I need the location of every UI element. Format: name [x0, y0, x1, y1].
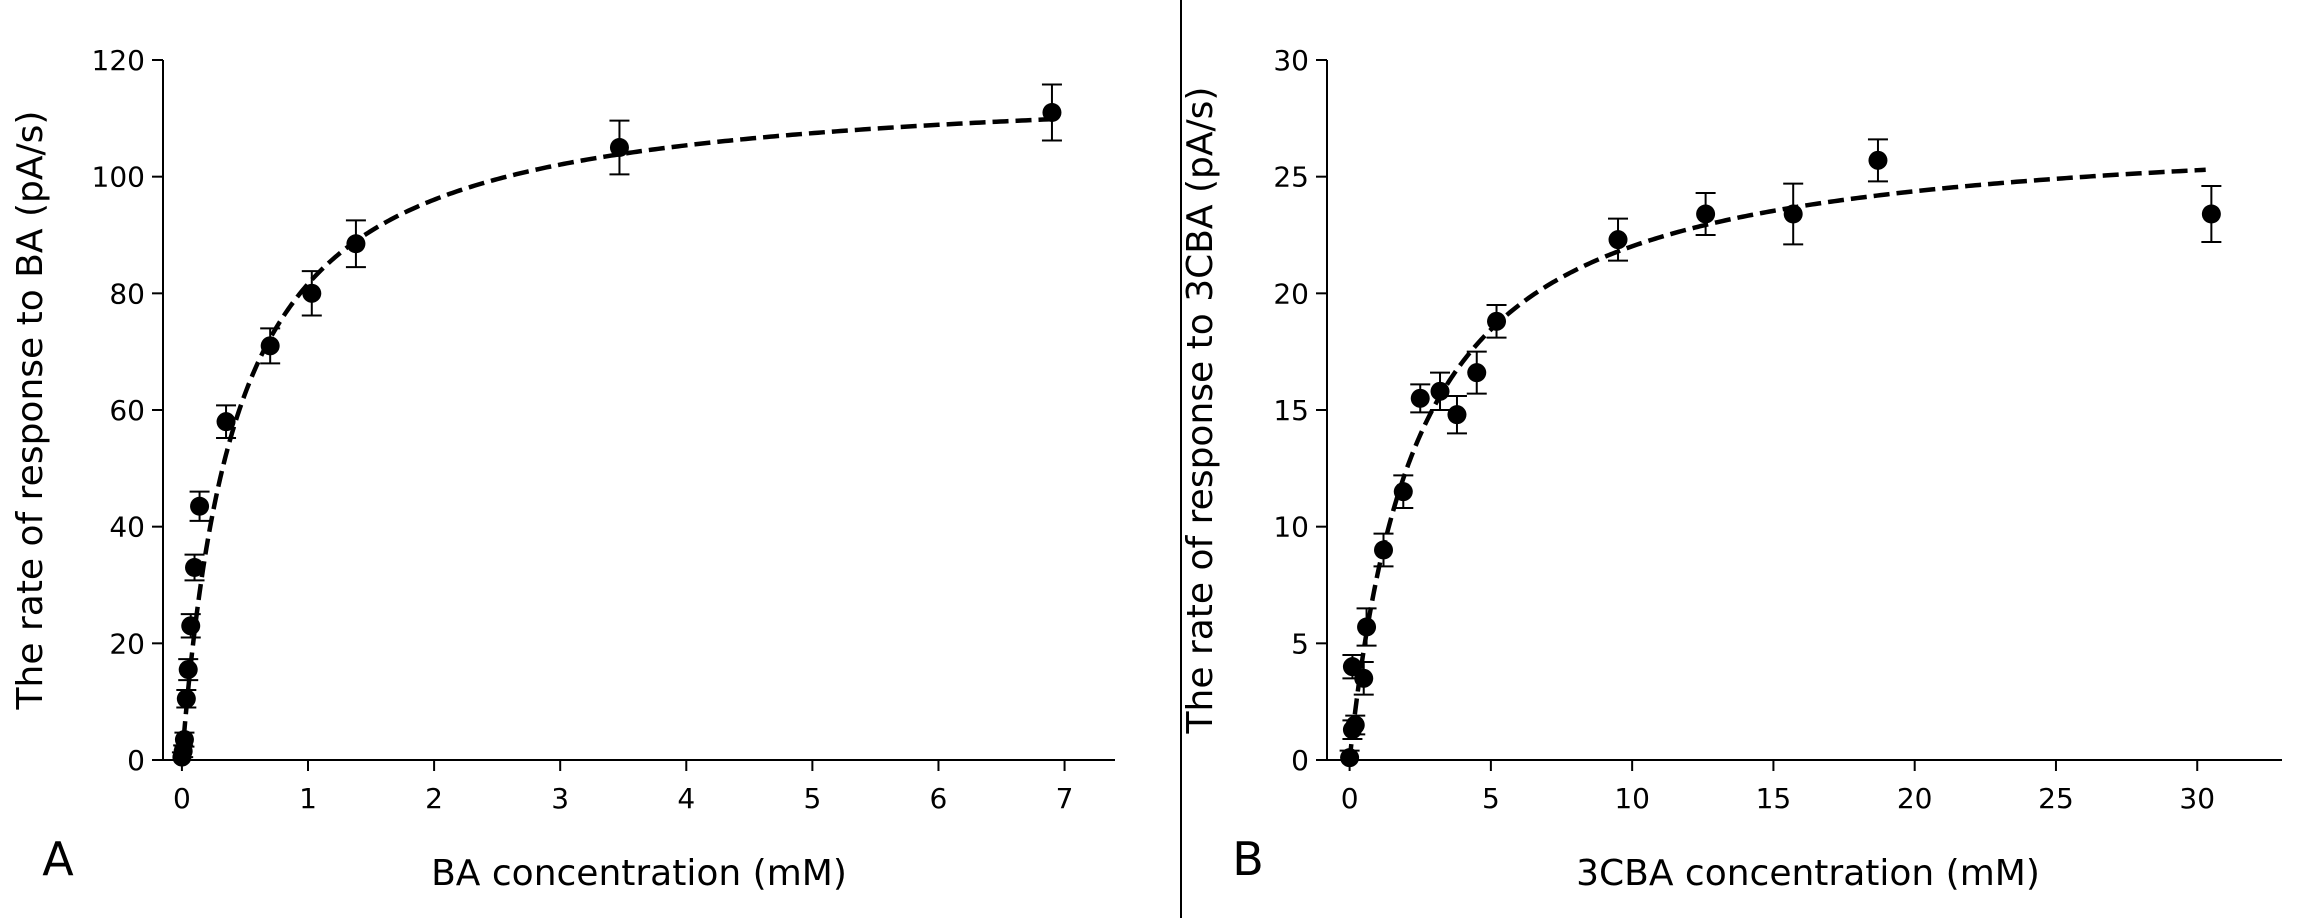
data-point: [1487, 311, 1507, 331]
x-tick-label: 2: [425, 782, 443, 815]
data-point: [174, 730, 194, 750]
data-point: [1783, 204, 1803, 224]
x-tick-label: 6: [930, 782, 948, 815]
data-point: [1447, 405, 1467, 425]
data-point: [176, 689, 196, 709]
chart-panel-a: 0 20 40 60 80 100 120 0 1 2 3 4 5 6 7 BA concentration …: [10, 44, 1115, 894]
data-point: [260, 336, 280, 356]
x-tick-label: 7: [1056, 782, 1074, 815]
data-point: [1042, 103, 1062, 122]
x-tick-label: 1: [299, 782, 317, 815]
x-tick-label: 5: [1482, 782, 1500, 815]
y-tick-label: 100: [92, 161, 145, 194]
data-point: [302, 283, 322, 303]
data-point: [1608, 230, 1628, 250]
x-tick-label: 10: [1614, 782, 1650, 815]
chart-panel-b: 0 5 10 15 20 25 30 0 5 10 15 20 25 30 3CBA concentrati…: [1180, 44, 2282, 894]
data-point: [216, 412, 236, 432]
y-tick-label: 80: [109, 277, 145, 310]
y-tick-label: 40: [109, 511, 145, 544]
y-axis-title: The rate of response to BA (pA/s): [10, 111, 51, 711]
data-point: [1393, 482, 1413, 502]
y-tick-label: 10: [1273, 511, 1309, 544]
x-tick-label: 5: [803, 782, 821, 815]
data-point: [346, 234, 366, 254]
x-tick-label: 15: [1756, 782, 1792, 815]
y-tick-label: 15: [1273, 394, 1309, 427]
data-point: [1868, 150, 1888, 170]
y-tick-label: 20: [1273, 277, 1309, 310]
x-tick-label: 0: [173, 782, 191, 815]
data-point: [1410, 388, 1430, 408]
data-point: [178, 660, 198, 680]
x-tick-label: 25: [2038, 782, 2074, 815]
x-axis-title: 3CBA concentration (mM): [1576, 853, 2040, 894]
x-tick-label: 20: [1897, 782, 1933, 815]
data-point: [1345, 715, 1365, 735]
x-tick-label: 3: [551, 782, 569, 815]
data-point: [1430, 381, 1450, 401]
y-tick-label: 25: [1273, 161, 1309, 194]
y-tick-label: 0: [127, 744, 145, 777]
panel-letter: B: [1232, 832, 1264, 886]
y-tick-label: 60: [109, 394, 145, 427]
data-point: [2201, 204, 2221, 224]
y-tick-label: 30: [1273, 44, 1309, 77]
y-axis-title: The rate of response to 3CBA (pA/s): [1180, 87, 1221, 735]
x-tick-label: 30: [2179, 782, 2215, 815]
data-point: [1696, 204, 1716, 224]
data-point: [1357, 617, 1377, 637]
data-point: [1340, 748, 1360, 768]
panel-letter: A: [42, 832, 74, 886]
x-tick-label: 4: [677, 782, 695, 815]
data-point: [190, 496, 210, 516]
data-point: [181, 616, 201, 636]
x-axis-title: BA concentration (mM): [431, 853, 847, 894]
data-point: [1374, 540, 1394, 560]
y-tick-label: 120: [92, 44, 145, 77]
fit-curve: [179, 116, 1053, 761]
y-tick-label: 0: [1291, 744, 1309, 777]
data-point: [1467, 363, 1487, 383]
y-tick-label: 5: [1291, 627, 1309, 660]
y-tick-label: 20: [109, 627, 145, 660]
fit-curve: [1347, 167, 2206, 761]
data-point: [1354, 668, 1374, 688]
data-point: [185, 558, 205, 577]
x-tick-label: 0: [1341, 782, 1359, 815]
data-point: [609, 138, 629, 157]
